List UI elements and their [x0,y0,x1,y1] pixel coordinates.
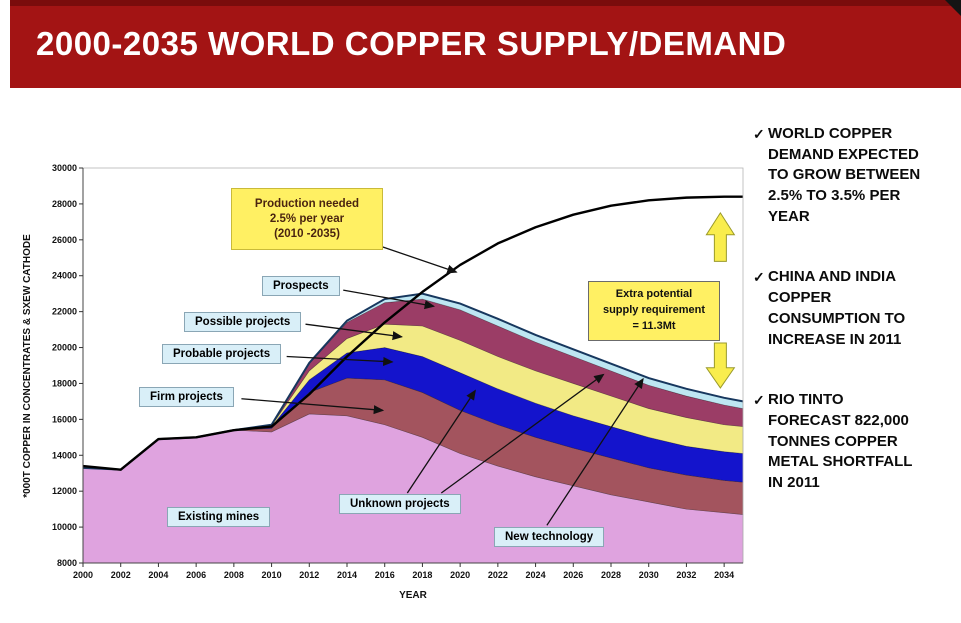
annotation-arrow-possible [305,323,403,341]
y-tick-label: 14000 [52,450,77,460]
x-tick-label: 2002 [111,570,131,580]
x-axis-title: YEAR [399,590,428,601]
annotation-arrow-unknown-b [440,373,605,494]
callout-extra-supply: Extra potential supply requirement = 11.… [588,281,720,341]
demand-line [82,195,743,471]
checkmark-icon: ✓ [753,392,765,409]
x-tick-label: 2022 [488,570,508,580]
y-tick-label: 10000 [52,522,77,532]
callout-production-line2: 2.5% per year [269,213,345,225]
annotation-arrow-probable [286,355,394,366]
x-tick-label: 2018 [412,570,432,580]
x-tick-label: 2012 [299,570,319,580]
callout-extra-line1: Extra potential [615,288,693,300]
y-tick-label: 28000 [52,199,77,209]
y-tick-label: 30000 [52,163,77,173]
x-tick-label: 2030 [639,570,659,580]
callout-production-line1: Production needed [254,198,360,210]
x-tick-label: 2006 [186,570,206,580]
x-tick-label: 2032 [676,570,696,580]
label-possible-projects: Possible projects [184,312,302,332]
bullet-rio-tinto: ✓ RIO TINTO FORECAST 822,000 TONNES COPP… [753,390,923,493]
bullet-demand-growth: ✓ WORLD COPPER DEMAND EXPECTED TO GROW B… [753,124,923,227]
slide-title: 2000-2035 WORLD COPPER SUPPLY/DEMAND [36,25,787,62]
annotation-arrow-firm [241,398,385,415]
bullet-text: WORLD COPPER DEMAND EXPECTED TO GROW BET… [768,125,921,225]
y-tick-label: 18000 [52,378,77,388]
callout-extra-line2: supply requirement [602,303,706,316]
label-unknown-projects: Unknown projects [339,494,461,514]
label-firm-projects: Firm projects [139,387,234,407]
bullet-china-india: ✓ CHINA AND INDIA COPPER CONSUMPTION TO … [753,267,923,350]
callout-production-line3: (2010 -2035) [274,228,340,240]
label-new-technology: New technology [494,527,605,547]
x-tick-label: 2016 [375,570,395,580]
x-tick-label: 2000 [73,570,93,580]
label-prospects: Prospects [262,276,340,296]
x-tick-label: 2004 [148,570,168,580]
checkmark-icon: ✓ [753,269,765,286]
annotation-arrow-prospects [343,289,436,310]
annotation-arrow-production-to-line [382,246,458,274]
y-tick-label: 20000 [52,343,77,353]
callout-production-needed: Production needed 2.5% per year (2010 -2… [231,188,383,250]
chart-panel: *000T COPPER IN CONCENTRATES & SXEW CATH… [16,116,746,616]
y-tick-label: 24000 [52,271,77,281]
label-existing-mines: Existing mines [167,507,271,527]
supply-down-arrow [705,342,736,389]
bullet-text: CHINA AND INDIA COPPER CONSUMPTION TO IN… [768,268,906,348]
label-probable-projects: Probable projects [162,344,282,364]
annotation-arrow-unknown-a [406,389,476,494]
y-tick-label: 26000 [52,235,77,245]
y-tick-label: 12000 [52,486,77,496]
x-tick-label: 2026 [563,570,583,580]
title-banner: 2000-2035 WORLD COPPER SUPPLY/DEMAND [10,0,961,88]
x-tick-label: 2014 [337,570,357,580]
x-tick-label: 2034 [714,570,734,580]
corner-fold-mark [945,0,961,16]
annotation-arrow-newtech [546,377,644,526]
y-tick-label: 8000 [57,558,77,568]
y-tick-label: 22000 [52,307,77,317]
x-tick-label: 2008 [224,570,244,580]
bullet-text: RIO TINTO FORECAST 822,000 TONNES COPPER… [768,391,913,491]
y-tick-label: 16000 [52,414,77,424]
x-tick-label: 2020 [450,570,470,580]
key-points-panel: ✓ WORLD COPPER DEMAND EXPECTED TO GROW B… [753,124,923,534]
x-tick-label: 2028 [601,570,621,580]
y-axis-title: *000T COPPER IN CONCENTRATES & SXEW CATH… [22,234,33,498]
x-tick-label: 2024 [526,570,546,580]
demand-up-arrow [705,211,736,262]
callout-extra-line3: = 11.3Mt [632,319,676,332]
checkmark-icon: ✓ [753,126,765,142]
x-tick-label: 2010 [262,570,282,580]
